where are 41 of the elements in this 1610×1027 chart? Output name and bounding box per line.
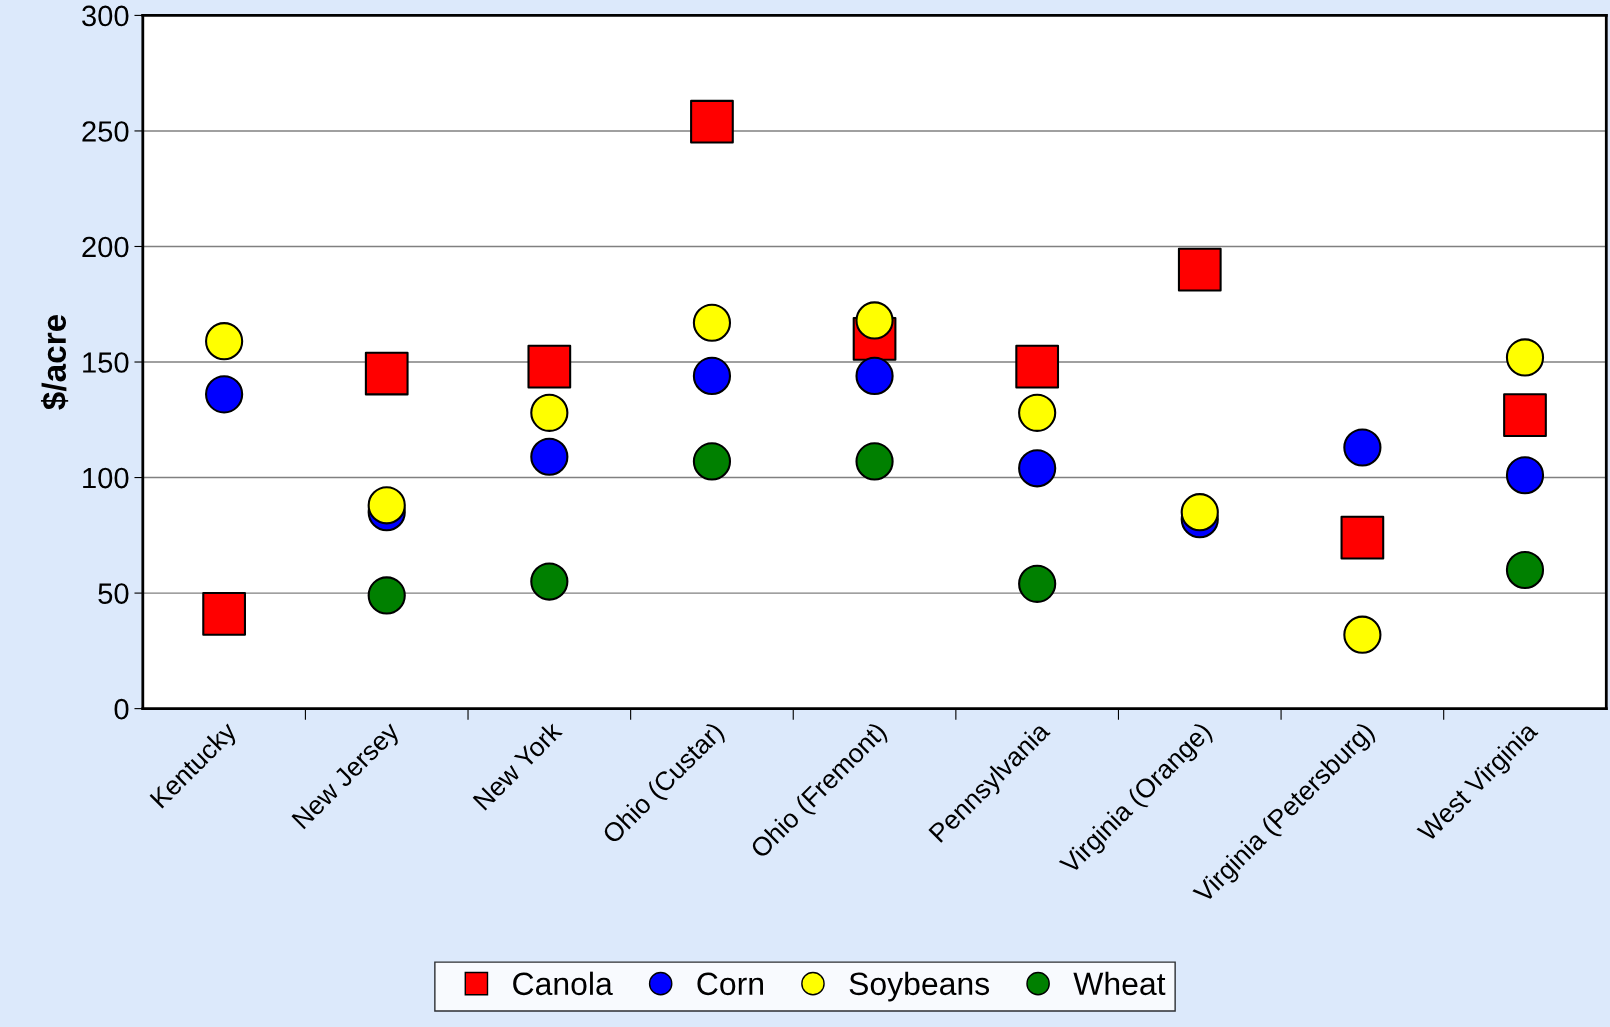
y-tick-label: 0 (114, 698, 129, 720)
point (1018, 449, 1057, 488)
point (367, 486, 406, 525)
point (1018, 564, 1057, 603)
point (1505, 456, 1545, 495)
legend-label: Canola (513, 971, 613, 996)
point (692, 356, 732, 395)
point (202, 592, 246, 636)
legend-label: Wheat (1073, 971, 1166, 996)
point (1503, 393, 1547, 438)
y-tick-label: 250 (82, 121, 129, 142)
point (1505, 550, 1545, 590)
point (1177, 247, 1222, 292)
point (530, 393, 569, 432)
point (530, 562, 569, 601)
point (1340, 515, 1385, 560)
point (692, 442, 732, 481)
point (205, 375, 244, 414)
point (1505, 338, 1545, 377)
legend-label: Corn (697, 972, 763, 996)
y-tick-label: 200 (82, 236, 129, 258)
point (692, 303, 732, 342)
y-tick-label: 150 (83, 352, 129, 373)
point (527, 344, 572, 389)
point (1180, 493, 1219, 532)
y-axis-title: $/acre (40, 314, 69, 410)
legend-label: Soybeans (849, 971, 990, 1002)
point (1018, 393, 1057, 432)
point (1015, 344, 1060, 389)
y-tick-label: 100 (83, 467, 129, 489)
point (367, 576, 406, 615)
point (205, 322, 244, 361)
point (690, 99, 734, 144)
y-tick-label: 300 (82, 5, 129, 27)
point (1343, 428, 1382, 467)
point (530, 437, 569, 476)
y-tick-label: 50 (98, 583, 129, 604)
point (855, 356, 894, 395)
point (855, 442, 894, 481)
point (364, 351, 409, 396)
point (1343, 615, 1382, 654)
